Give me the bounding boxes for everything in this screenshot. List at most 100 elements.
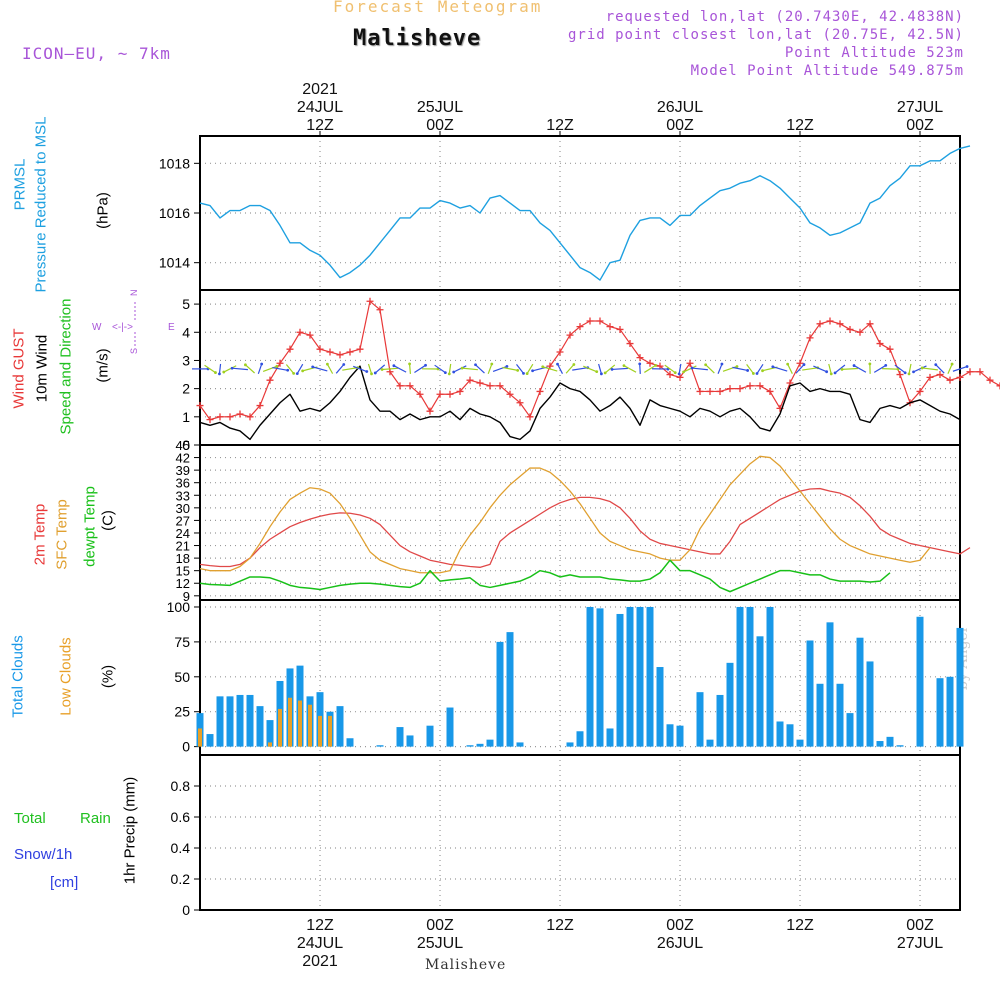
total-cloud-bar <box>236 694 244 747</box>
wind-direction-arrowhead <box>654 363 658 367</box>
wind-direction-arrowhead <box>556 362 559 366</box>
wind-direction-arrowhead <box>342 363 346 366</box>
wind-gust-marker <box>866 320 874 328</box>
wind-direction-arrow <box>487 363 493 374</box>
total-cloud-bar <box>466 745 474 747</box>
wind-direction-arrowhead <box>286 368 290 372</box>
wind-direction-arrowhead <box>610 368 614 371</box>
total-cloud-bar <box>576 731 584 747</box>
ytick-label-temperature: 24 <box>176 526 190 541</box>
wind-direction-arrow <box>947 363 953 374</box>
wind-direction-arrow <box>732 366 748 372</box>
wind-direction-arrow <box>218 363 222 374</box>
wind-gust-marker <box>676 373 684 381</box>
snow-label: Snow/1h <box>14 846 73 863</box>
wind-gust-marker <box>286 345 294 353</box>
compass-arrow: <-|-> <box>112 322 133 333</box>
wind-direction-arrow <box>639 363 641 374</box>
wind-direction-arrowhead <box>222 370 226 374</box>
wind-direction-arrowhead <box>833 371 837 375</box>
compass-e: E <box>168 322 175 333</box>
wind-direction-arrowhead <box>965 365 969 368</box>
wind-gust-marker <box>766 387 774 395</box>
wind-direction-arrow <box>834 364 846 374</box>
bottom-time-label: 25JUL <box>417 935 463 952</box>
total-cloud-bar <box>896 745 904 747</box>
wind-gust-marker <box>366 297 374 305</box>
total-cloud-bar <box>646 606 654 747</box>
wind-gust-marker <box>396 382 404 390</box>
wind-gust-marker <box>816 320 824 328</box>
wind-direction-arrowhead <box>443 371 447 375</box>
wind-gust-marker <box>196 402 204 410</box>
wind-gust-marker <box>356 345 364 353</box>
compass-n: N <box>129 290 139 296</box>
wind-gust-marker <box>686 359 694 367</box>
wind-gust-marker <box>956 373 964 381</box>
ytick-label-temperature: 36 <box>176 476 190 491</box>
wind-direction-arrowhead <box>452 370 456 374</box>
total-cloud-bar <box>566 742 574 747</box>
wind-gust-marker <box>626 340 634 348</box>
wind-direction-arrow <box>705 364 715 374</box>
wind-gust-marker <box>256 402 264 410</box>
low-cloud-bar <box>278 708 282 747</box>
ytick-label-temperature: 42 <box>176 451 190 466</box>
wind-gust-marker <box>846 325 854 333</box>
total-cloud-bar <box>716 694 724 747</box>
wind-direction-arrow <box>342 367 358 371</box>
total-cloud-bar <box>516 742 524 747</box>
wind-direction-arrow <box>881 368 899 370</box>
wind-direction-arrow <box>644 364 656 373</box>
wind-gust-marker <box>486 382 494 390</box>
wind-gust-marker <box>746 382 754 390</box>
wind-gust-marker <box>336 351 344 359</box>
total-cloud-bar <box>726 662 734 747</box>
total-cloud-bar <box>206 734 214 747</box>
total-cloud-bar <box>586 606 594 747</box>
wind-gust-marker <box>696 387 704 395</box>
wind-direction-arrow <box>382 367 398 371</box>
wind-direction-arrowhead <box>214 371 217 374</box>
total-cloud-bar <box>936 678 944 747</box>
wind-direction-arrowhead <box>829 372 833 376</box>
wind-direction-arrow <box>894 364 906 374</box>
wind-direction-arrow <box>922 367 938 371</box>
wind-direction-arrowhead <box>599 372 603 376</box>
wind-direction-arrowhead <box>912 370 915 374</box>
wind-gust-marker <box>856 328 864 336</box>
wind-direction-arrow <box>556 363 564 374</box>
wind-direction-arrow <box>448 363 452 374</box>
wind-direction-arrowhead <box>677 372 681 376</box>
wind-direction-arrowhead <box>292 371 296 375</box>
wind-gust-marker <box>506 390 514 398</box>
wind-direction-arrowhead <box>934 363 938 367</box>
compass-s: S <box>129 348 139 354</box>
wind-gust-marker <box>316 345 324 353</box>
wind-direction-arrowhead <box>690 366 694 370</box>
compass-w: W <box>92 322 102 333</box>
wind-direction-arrow <box>678 363 682 374</box>
wind-direction-arrow <box>717 363 723 374</box>
wind-direction-arrow <box>623 365 637 373</box>
wind-gust-marker <box>426 407 434 415</box>
wind-direction-arrowhead <box>311 365 315 369</box>
bottom-time-label: 24JUL <box>297 935 343 952</box>
wind-direction-arrowhead <box>761 369 764 373</box>
requested-coords: requested lon,lat (20.7430E, 42.4838N) <box>605 9 964 25</box>
wind-direction-arrowhead <box>516 368 520 372</box>
wind-direction-arrowhead <box>325 362 329 366</box>
wind-direction-arrow <box>516 364 524 374</box>
top-time-label: 12Z <box>546 117 574 134</box>
wind-gust-marker <box>916 387 924 395</box>
wind-direction-arrowhead <box>572 363 576 366</box>
wind-direction-arrowhead <box>541 365 545 369</box>
ytick-label-clouds: 25 <box>174 704 190 720</box>
wind-direction-arrow <box>408 363 412 374</box>
wind-direction-arrowhead <box>746 369 750 372</box>
wind-gust-marker <box>756 382 764 390</box>
wind-direction-arrow <box>232 367 248 371</box>
total-cloud-bar <box>856 637 864 747</box>
wind-direction-arrow <box>787 363 793 374</box>
